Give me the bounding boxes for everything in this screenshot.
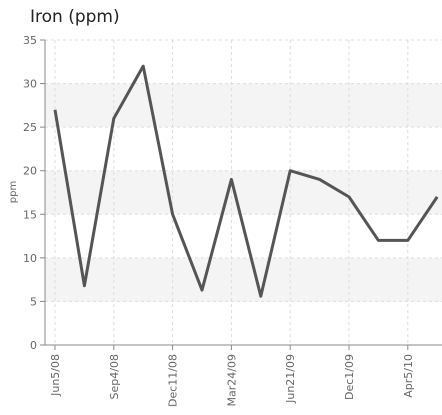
x-tick-label: Jun21/09 <box>284 354 297 404</box>
grid-band <box>45 83 442 128</box>
y-axis-label: ppm <box>8 181 19 203</box>
data-line <box>53 64 439 298</box>
y-tick-label: 5 <box>30 295 37 308</box>
y-tick-label: 35 <box>23 34 37 47</box>
y-tick-label: 10 <box>23 252 37 265</box>
x-tick-label: Jun5/08 <box>49 354 62 397</box>
y-tick-label: 15 <box>23 208 37 221</box>
x-tick-label: Sep4/08 <box>108 354 121 399</box>
y-tick-label: 20 <box>23 165 37 178</box>
grid-band <box>45 170 442 215</box>
x-tick-label: Dec1/09 <box>343 354 356 400</box>
x-tick-label: Mar24/09 <box>225 354 238 406</box>
x-tick-label: Apr5/10 <box>402 354 415 398</box>
y-tick-label: 0 <box>30 339 37 352</box>
y-tick-label: 30 <box>23 78 37 91</box>
grid-band <box>45 257 442 302</box>
x-tick-label: Dec11/08 <box>167 354 180 407</box>
y-tick-label: 25 <box>23 121 37 134</box>
chart-title: Iron (ppm) <box>30 7 120 27</box>
